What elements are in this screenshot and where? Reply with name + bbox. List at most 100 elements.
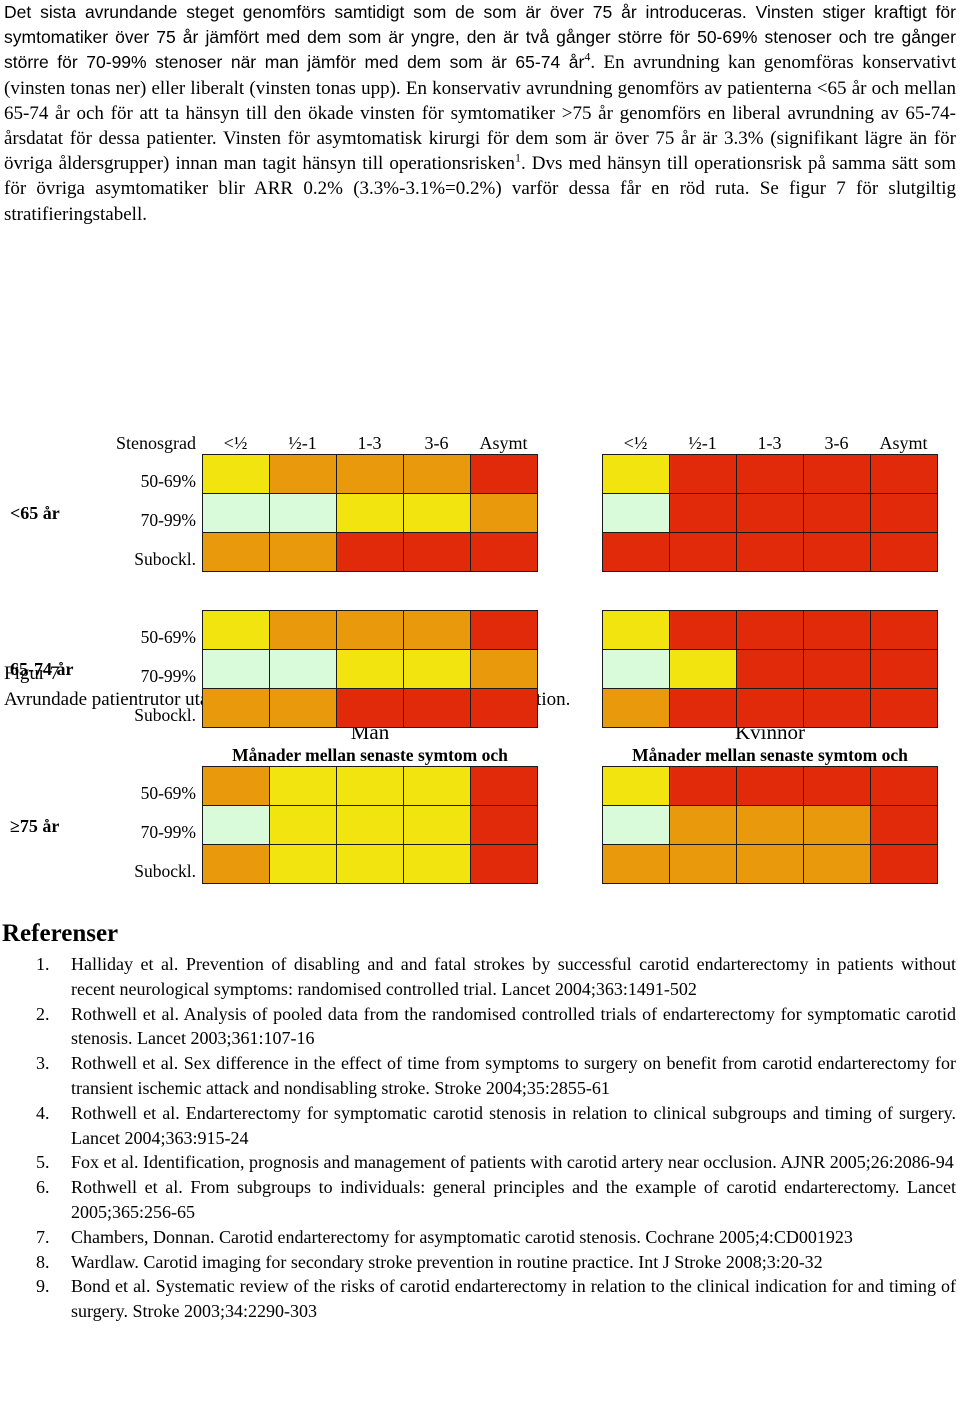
risk-cell <box>404 689 470 727</box>
women-col-header: <½ <box>623 433 648 453</box>
men-col-header: 1-3 <box>357 433 382 453</box>
women-col-header: 3-6 <box>824 433 849 453</box>
risk-cell <box>203 533 269 571</box>
risk-cell <box>603 494 669 532</box>
risk-cell <box>670 455 736 493</box>
risk-cell <box>337 494 403 532</box>
risk-cell <box>270 455 336 493</box>
risk-cell <box>337 806 403 844</box>
age-group-label: ≥75 år <box>10 816 60 836</box>
risk-cell <box>471 455 537 493</box>
risk-cell <box>670 845 736 883</box>
reference-text: Bond et al. Systematic review of the ris… <box>71 1276 956 1322</box>
risk-cell <box>203 611 269 649</box>
risk-cell <box>471 611 537 649</box>
reference-item: 3. Rothwell et al. Sex difference in the … <box>0 1051 956 1101</box>
reference-item: 9. Bond et al. Systematic review of the r… <box>0 1274 956 1324</box>
risk-cell <box>670 611 736 649</box>
risk-cell <box>471 845 537 883</box>
men-col-header: 3-6 <box>424 433 449 453</box>
risk-cell <box>737 689 803 727</box>
reference-number: 4. <box>36 1102 50 1123</box>
women-risk-grid <box>602 610 938 728</box>
risk-cell <box>404 806 470 844</box>
men-risk-grid <box>202 454 538 572</box>
risk-cell <box>804 455 870 493</box>
age-group-label: <65 år <box>10 503 60 523</box>
risk-cell <box>270 494 336 532</box>
reference-number: 9. <box>36 1276 50 1297</box>
reference-number: 7. <box>36 1226 50 1247</box>
men-risk-grid <box>202 766 538 884</box>
risk-cell <box>337 689 403 727</box>
men-col-header: ½-1 <box>288 433 317 453</box>
risk-cell <box>404 845 470 883</box>
risk-cell <box>337 611 403 649</box>
reference-text: Chambers, Donnan. Carotid endarterectomy… <box>71 1226 853 1247</box>
risk-cell <box>670 806 736 844</box>
reference-number: 6. <box>36 1177 50 1198</box>
row-label-stenosis: 70-99% <box>140 822 196 842</box>
risk-cell <box>804 767 870 805</box>
risk-cell <box>871 767 937 805</box>
men-col-header: <½ <box>223 433 248 453</box>
women-risk-grid <box>602 766 938 884</box>
reference-text: Rothwell et al. Endarterectomy for sympt… <box>71 1102 956 1148</box>
reference-item: 1. Halliday et al. Prevention of disablin… <box>0 952 956 1002</box>
reference-text: Halliday et al. Prevention of disabling … <box>71 954 956 999</box>
risk-cell <box>804 533 870 571</box>
women-col-header: Asymt <box>879 433 928 453</box>
risk-cell <box>270 806 336 844</box>
risk-cell <box>737 767 803 805</box>
row-label-stenosis: 50-69% <box>140 471 196 491</box>
risk-cell <box>871 806 937 844</box>
intro-text-3: . Dvs med hänsyn till operationsrisk på … <box>4 153 956 225</box>
risk-cell <box>804 806 870 844</box>
risk-cell <box>471 806 537 844</box>
risk-cell <box>203 806 269 844</box>
risk-cell <box>871 455 937 493</box>
risk-cell <box>404 650 470 688</box>
reference-item: 2. Rothwell et al. Analysis of pooled dat… <box>0 1002 956 1052</box>
reference-text: Fox et al. Identification, prognosis and… <box>71 1152 954 1173</box>
men-risk-grid <box>202 610 538 728</box>
risk-cell <box>270 611 336 649</box>
risk-cell <box>337 650 403 688</box>
risk-cell <box>603 455 669 493</box>
row-label-stenosis: Subockl. <box>134 705 196 725</box>
row-label-stenosis: 70-99% <box>140 666 196 686</box>
risk-cell <box>471 767 537 805</box>
risk-cell <box>404 533 470 571</box>
figure-label: Figur 7 <box>4 663 60 684</box>
reference-number: 5. <box>36 1152 50 1173</box>
citation-4: 4 <box>584 50 591 65</box>
row-label-stenosis: 70-99% <box>140 510 196 530</box>
intro-text-2: . En avrundning kan genomföras konservat… <box>4 52 957 175</box>
risk-cell <box>804 494 870 532</box>
risk-cell <box>471 650 537 688</box>
intro-paragraph: Det sista avrundande steget genomförs sa… <box>4 0 956 227</box>
risk-cell <box>804 650 870 688</box>
references-title: Referenser <box>2 920 119 947</box>
risk-cell <box>603 533 669 571</box>
risk-cell <box>337 533 403 571</box>
risk-cell <box>404 455 470 493</box>
risk-cell <box>804 845 870 883</box>
risk-cell <box>737 494 803 532</box>
age-group-label: 65-74 år <box>10 659 74 679</box>
risk-cell <box>337 845 403 883</box>
reference-item: 7. Chambers, Donnan. Carotid endarterecto… <box>0 1225 956 1250</box>
risk-cell <box>670 689 736 727</box>
risk-cell <box>270 767 336 805</box>
reference-number: 8. <box>36 1251 50 1272</box>
reference-number: 1. <box>36 954 50 974</box>
reference-text: Rothwell et al. Sex difference in the ef… <box>71 1053 956 1098</box>
risk-cell <box>603 767 669 805</box>
risk-cell <box>337 455 403 493</box>
risk-cell <box>737 845 803 883</box>
reference-item: 5. Fox et al. Identification, prognosis a… <box>0 1150 956 1175</box>
reference-number: 3. <box>36 1053 50 1074</box>
risk-cell <box>203 650 269 688</box>
stenosgrad-label: Stenosgrad <box>116 433 196 453</box>
risk-cell <box>270 533 336 571</box>
